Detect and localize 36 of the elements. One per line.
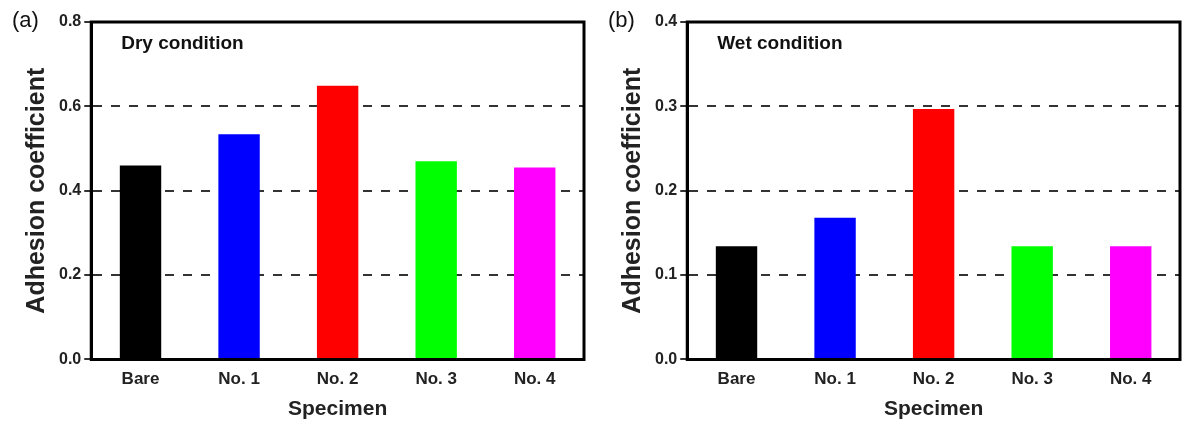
y-tick-label: 0.6	[58, 96, 82, 114]
y-axis-title: Adhesion coefficient	[20, 67, 49, 314]
y-tick-label: 0.4	[654, 12, 678, 30]
y-tick-label: 0.0	[654, 349, 678, 367]
x-tick-label: No. 3	[1011, 369, 1053, 389]
x-tick-label: No. 1	[218, 369, 260, 389]
x-axis-title: Specimen	[288, 396, 388, 420]
x-axis-title: Specimen	[884, 396, 984, 420]
text: Wet condition	[717, 31, 843, 53]
y-tick-label: 0.4	[58, 181, 82, 199]
y-tick-label: 0.0	[58, 349, 82, 367]
x-tick-label: Bare	[121, 369, 160, 389]
x-tick-label: No. 2	[912, 369, 955, 389]
y-axis-title: Adhesion coefficient	[616, 67, 645, 314]
bar	[514, 167, 556, 359]
x-tick-label: No. 2	[316, 369, 359, 389]
text: (b)	[608, 7, 635, 33]
bar	[415, 161, 457, 359]
x-tick-label: No. 1	[814, 369, 856, 389]
x-tick-label: No. 3	[415, 369, 457, 389]
y-tick-label: 0.8	[58, 12, 82, 30]
text: (a)	[12, 7, 39, 33]
text: Dry condition	[121, 31, 244, 53]
bar	[912, 108, 955, 359]
bar	[1011, 246, 1053, 359]
bar	[218, 134, 260, 359]
y-tick-label: 0.3	[654, 96, 678, 114]
x-tick-label: Bare	[717, 369, 756, 389]
y-tick-label: 0.1	[654, 265, 678, 283]
bar	[316, 85, 359, 359]
y-tick-label: 0.2	[654, 181, 678, 199]
bar	[814, 217, 856, 359]
x-tick-label: No. 4	[513, 369, 557, 389]
y-tick-label: 0.2	[58, 265, 82, 283]
x-tick-label: No. 4	[1109, 369, 1153, 389]
bar	[1110, 246, 1152, 359]
